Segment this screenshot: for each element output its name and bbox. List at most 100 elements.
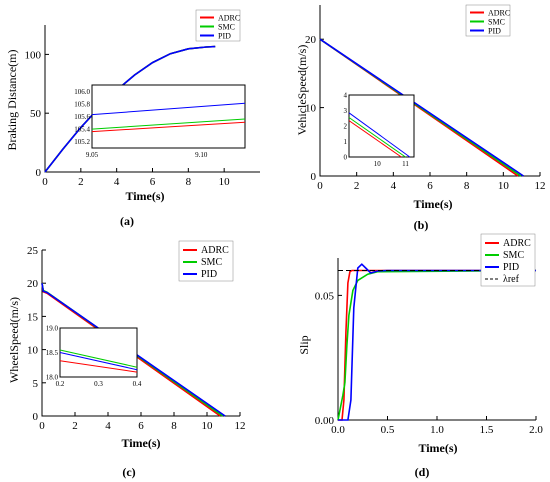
- inset-line-ADRC: [348, 120, 402, 158]
- xtick-label: 10: [202, 420, 214, 432]
- ytick-label: 0.00: [315, 415, 335, 427]
- ytick-label: 10: [27, 345, 39, 357]
- panel-b-ylabel: VehicleSpeed(m/s): [295, 45, 309, 136]
- xtick-label: 12: [235, 420, 246, 432]
- inset-ytick: 2: [344, 123, 348, 131]
- inset-xtick: 10: [374, 160, 382, 168]
- ytick-label: 20: [27, 278, 39, 290]
- legend-label: PID: [201, 269, 217, 280]
- xtick-label: 4: [391, 180, 397, 192]
- inset-line-PID: [59, 352, 138, 371]
- xtick-label: 2: [78, 176, 84, 188]
- xtick-label: 1.5: [480, 424, 494, 436]
- legend-label: SMC: [503, 250, 524, 261]
- xtick-label: 6: [150, 176, 156, 188]
- inset-line-PID: [348, 112, 411, 158]
- inset-xtick: 0.4: [133, 380, 142, 388]
- inset-ytick: 18.0: [46, 374, 59, 382]
- legend-label: PID: [488, 27, 501, 36]
- xtick-label: 0: [42, 176, 48, 188]
- xtick-label: 0: [39, 420, 45, 432]
- panel-d-label: (d): [415, 465, 430, 479]
- xtick-label: 8: [171, 420, 177, 432]
- legend-label: SMC: [201, 257, 222, 268]
- panel-d-xlabel: Time(s): [418, 441, 457, 455]
- inset-ytick: 106.0: [74, 88, 90, 96]
- panel-a-inset: 9.05 9.10 105.2 105.4 105.6 105.8 106.0: [74, 84, 246, 159]
- inset-ytick: 1: [344, 138, 348, 146]
- panel-c-ylabel: WheelSpeed(m/s): [7, 297, 21, 383]
- ytick-label: 20: [305, 34, 317, 46]
- xtick-label: 1.0: [430, 424, 444, 436]
- legend-label: SMC: [488, 18, 505, 27]
- legend-label: SMC: [218, 23, 235, 32]
- inset-ytick: 105.2: [74, 138, 90, 146]
- ytick-label: 0: [36, 167, 42, 179]
- inset-ytick: 105.6: [74, 113, 90, 121]
- inset-xtick: 0.3: [94, 380, 103, 388]
- inset-line-SMC: [59, 349, 138, 368]
- ytick-label: 10: [305, 103, 317, 115]
- xtick-label: 2: [354, 180, 360, 192]
- xtick-label: 4: [114, 176, 120, 188]
- ytick-label: 15: [27, 311, 39, 323]
- ytick-label: 25: [27, 245, 39, 257]
- xtick-label: 0: [317, 180, 323, 192]
- legend-label: ADRC: [201, 245, 229, 256]
- series-line-PID: [44, 45, 216, 173]
- xtick-label: 6: [427, 180, 433, 192]
- panel-d: 0.0 0.5 1.0 1.5 2.0 0.00 0.05 Slip Time(s) (d)…: [297, 233, 543, 479]
- panel-a-xlabel: Time(s): [125, 189, 164, 203]
- inset-line-SMC: [348, 117, 406, 158]
- xtick-label: 2: [72, 420, 78, 432]
- inset-ytick: 105.8: [74, 100, 90, 108]
- panel-a-ylabel: Braking Distance(m): [5, 50, 19, 151]
- xtick-label: 4: [105, 420, 111, 432]
- xtick-label: 12: [535, 180, 546, 192]
- legend-label: ADRC: [488, 9, 510, 18]
- ytick-label: 100: [25, 49, 42, 61]
- panel-c: 0 2 4 6 8 10 12 0 5 10 15 20 25 WheelSpeed(m/s) Time…: [7, 240, 246, 479]
- panel-b-inset: 10 11 0 1 2 3 4: [344, 92, 415, 168]
- panel-c-xlabel: Time(s): [121, 436, 160, 450]
- inset-xtick: 9.10: [195, 151, 208, 159]
- panel-c-inset: 0.2 0.3 0.4 18.0 18.5 19.0: [46, 325, 142, 389]
- legend-label: ADRC: [218, 14, 240, 23]
- inset-ytick: 19.0: [46, 325, 59, 333]
- inset-line-ADRC: [59, 360, 138, 373]
- legend-label: ADRC: [503, 238, 531, 249]
- panel-b-label: (b): [414, 218, 429, 232]
- inset-ytick: 4: [344, 92, 348, 100]
- inset-xtick: 0.2: [56, 380, 65, 388]
- panel-b-xlabel: Time(s): [413, 197, 452, 211]
- ytick-label: 0: [311, 171, 317, 183]
- inset-line-ADRC: [91, 121, 246, 133]
- inset-ytick: 3: [344, 107, 348, 115]
- inset-ytick: 0: [344, 154, 348, 162]
- xtick-label: 10: [498, 180, 510, 192]
- ytick-label: 0.05: [315, 290, 335, 302]
- panel-d-ylabel: Slip: [297, 335, 311, 354]
- series-line-ADRC: [338, 269, 536, 421]
- inset-xtick: 11: [402, 160, 409, 168]
- panel-c-label: (c): [122, 465, 135, 479]
- xtick-label: 0.0: [331, 424, 345, 436]
- legend-label: PID: [503, 262, 519, 273]
- ytick-label: 0: [33, 411, 39, 423]
- inset-ytick: 18.5: [46, 349, 59, 357]
- xtick-label: 2.0: [529, 424, 543, 436]
- ytick-label: 50: [30, 108, 42, 120]
- xtick-label: 10: [219, 176, 231, 188]
- inset-line-SMC: [91, 118, 246, 130]
- xtick-label: 6: [138, 420, 144, 432]
- legend-label: PID: [218, 32, 231, 41]
- xtick-label: 8: [464, 180, 470, 192]
- ytick-label: 5: [33, 378, 39, 390]
